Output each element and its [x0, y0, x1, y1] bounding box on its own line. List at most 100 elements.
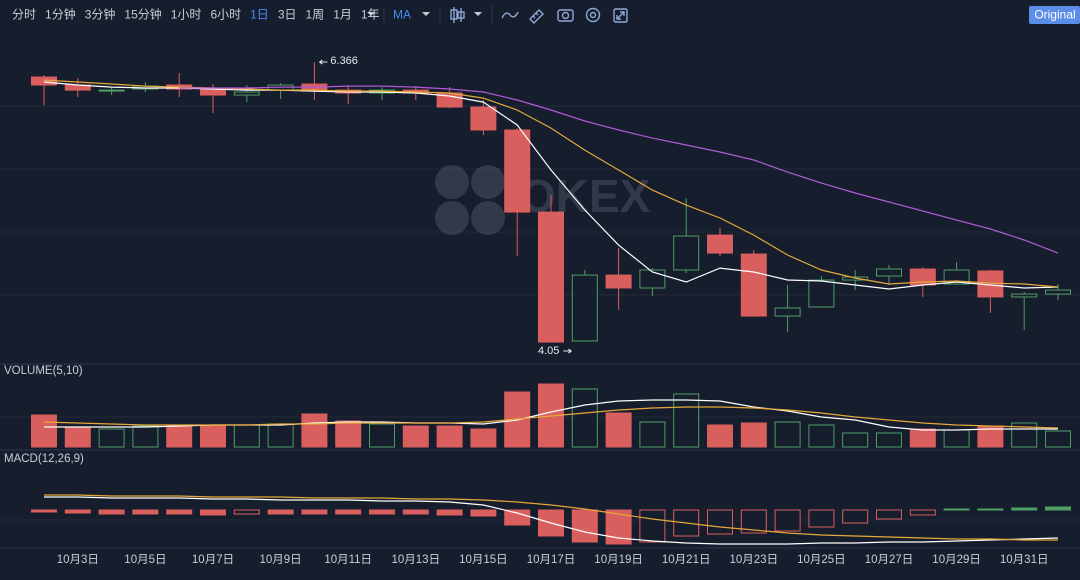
macd-bar	[132, 509, 159, 515]
macd-bar	[977, 508, 1004, 511]
interval-option[interactable]: 1日	[250, 8, 269, 22]
candle-body	[740, 253, 767, 317]
macd-bar	[166, 509, 193, 515]
candle-body	[200, 88, 226, 96]
camera-icon[interactable]	[557, 9, 574, 22]
candle-body	[504, 129, 531, 213]
macd-bar	[707, 509, 733, 535]
candle-body	[470, 106, 497, 131]
candle-body	[233, 91, 260, 96]
interval-option[interactable]: 3日	[278, 8, 297, 22]
macd-bar	[64, 509, 91, 514]
x-tick-label: 10月3日	[57, 554, 99, 566]
candle-body	[673, 235, 700, 271]
volume-bar	[876, 432, 902, 448]
interval-option[interactable]: 1周	[306, 8, 325, 22]
ma-line	[44, 496, 1059, 545]
interval-option[interactable]: 15分钟	[124, 7, 161, 22]
x-tick-label: 10月31日	[1000, 554, 1049, 566]
interval-option[interactable]: 分时	[12, 8, 36, 22]
volume-bar	[301, 413, 328, 448]
volume-bar	[842, 432, 869, 448]
macd-bar	[470, 509, 497, 517]
volume-bar	[436, 425, 463, 448]
min-label: 4.05	[538, 345, 559, 357]
candle-body	[571, 274, 598, 342]
macd-bar	[943, 508, 970, 511]
interval-option[interactable]: 3分钟	[85, 7, 116, 22]
x-tick-label: 10月23日	[730, 554, 779, 566]
dropdown-caret[interactable]	[474, 12, 482, 16]
macd-bar	[31, 509, 57, 513]
dropdown-caret[interactable]	[422, 12, 430, 16]
toolbar-icons: Original	[367, 6, 1080, 24]
volume-bar	[808, 424, 835, 448]
macd-bar	[639, 509, 666, 543]
volume-bar	[402, 425, 429, 448]
watermark: OKEX	[435, 165, 651, 235]
fullscreen-icon[interactable]	[613, 8, 628, 23]
macd-bar	[200, 509, 226, 516]
indicator-select[interactable]: MA	[393, 8, 411, 22]
candle-body	[774, 307, 801, 317]
candle-body	[639, 269, 666, 289]
dropdown-caret[interactable]	[367, 12, 375, 16]
pane-title: VOLUME(5,10)	[4, 365, 83, 377]
x-tick-label: 10月11日	[324, 554, 372, 566]
volume-bar	[31, 414, 57, 448]
candle-type-icon[interactable]	[450, 7, 465, 23]
x-tick-label: 10月25日	[797, 554, 846, 566]
macd-bar	[402, 509, 429, 515]
volume-bar	[470, 428, 497, 448]
macd-bar	[909, 509, 936, 516]
candle-body	[1011, 293, 1038, 298]
indicator-icon[interactable]	[501, 11, 519, 19]
original-button[interactable]	[1029, 6, 1080, 24]
volume-bar	[673, 393, 700, 448]
ma-line	[179, 85, 1059, 254]
candle-body	[1045, 289, 1071, 295]
ma-line	[44, 494, 1058, 541]
macd-bar	[369, 509, 395, 515]
ma-line	[43, 81, 1059, 290]
volume-bar	[639, 421, 666, 448]
plot: 6.366 4.05 10月3日 10月5日 10月7日 10月9日 10月11日 10月13…	[4, 55, 1071, 566]
candle-body	[98, 89, 125, 92]
candle-body	[538, 211, 564, 343]
candle-body	[876, 268, 902, 277]
interval-option[interactable]: 1分钟	[45, 7, 76, 22]
macd-bar	[504, 509, 531, 526]
candle-body	[943, 269, 970, 285]
volume-bar	[571, 388, 598, 448]
max-label: 6.366	[330, 55, 358, 67]
volume-bar	[740, 422, 767, 448]
macd-bar	[301, 509, 328, 515]
ma-line	[43, 406, 1059, 429]
interval-option[interactable]: 1月	[333, 8, 352, 22]
candle-body	[605, 274, 632, 289]
arrow	[563, 348, 572, 354]
settings-icon[interactable]	[585, 7, 601, 23]
macd-bar	[1011, 507, 1038, 511]
x-tick-label: 10月9日	[260, 554, 302, 566]
macd-bar	[1045, 506, 1071, 511]
macd-bar	[335, 509, 362, 515]
x-tick-label: 10月21日	[662, 554, 711, 566]
volume-bar	[98, 428, 125, 448]
macd-bar	[876, 509, 902, 520]
volume-bar	[132, 425, 159, 448]
macd-bar	[571, 509, 598, 543]
x-tick-label: 10月5日	[124, 554, 166, 566]
ruler-icon[interactable]	[529, 9, 544, 24]
interval-option[interactable]: 6小时	[210, 8, 241, 22]
volume-bar	[909, 428, 936, 448]
interval-option[interactable]: 1小时	[171, 8, 202, 22]
volume-bar	[774, 421, 801, 448]
volume-bar	[605, 412, 632, 448]
original-label[interactable]: Original	[1034, 8, 1075, 22]
x-tick-label: 10月17日	[527, 554, 576, 566]
x-tick-label: 10月19日	[594, 554, 643, 566]
x-tick-label: 10月7日	[192, 554, 234, 566]
macd-bar	[436, 509, 463, 516]
macd-bar	[808, 509, 835, 528]
